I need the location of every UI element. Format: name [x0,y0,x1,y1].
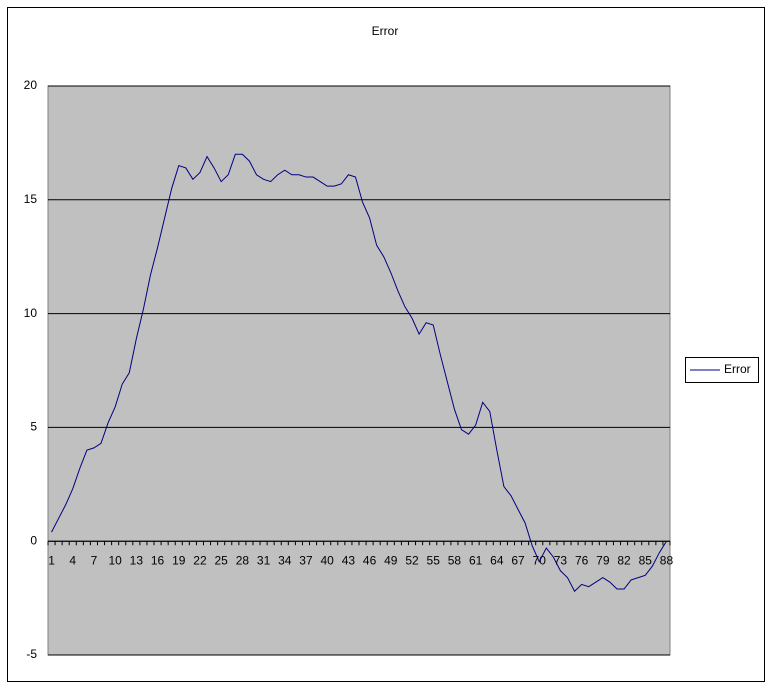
x-tick-label: 4 [69,553,76,567]
chart-title: Error [372,24,399,38]
x-tick-label: 19 [172,553,186,567]
x-tick-label: 13 [130,553,144,567]
x-tick-label: 46 [363,553,377,567]
x-tick-label: 25 [214,553,228,567]
x-tick-label: 64 [490,553,504,567]
x-tick-label: 31 [257,553,271,567]
x-tick-label: 67 [511,553,525,567]
x-tick-label: 28 [236,553,250,567]
y-tick-label: 0 [30,533,37,547]
x-tick-label: 79 [596,553,610,567]
legend-label: Error [724,362,751,376]
legend: Error [685,357,759,383]
x-tick-label: 88 [660,553,674,567]
x-tick-label: 82 [617,553,631,567]
x-tick-label: 16 [151,553,165,567]
x-tick-label: 76 [575,553,589,567]
x-tick-label: 7 [91,553,98,567]
y-tick-label: 15 [24,192,38,206]
x-tick-label: 58 [448,553,462,567]
y-tick-label: 20 [24,78,38,92]
x-tick-label: 1 [48,553,55,567]
x-tick-label: 37 [299,553,313,567]
x-tick-label: 52 [405,553,419,567]
x-tick-label: 85 [639,553,653,567]
plot-area [47,85,671,656]
x-tick-label: 22 [193,553,207,567]
y-tick-label: 5 [30,420,37,434]
x-tick-label: 34 [278,553,292,567]
x-tick-label: 43 [342,553,356,567]
x-tick-label: 49 [384,553,398,567]
x-tick-label: 61 [469,553,483,567]
x-tick-label: 73 [554,553,568,567]
x-tick-label: 10 [108,553,122,567]
y-tick-label: -5 [26,647,37,661]
y-tick-label: 10 [24,306,38,320]
x-tick-label: 55 [427,553,441,567]
x-tick-label: 40 [321,553,335,567]
data-line [51,153,667,593]
